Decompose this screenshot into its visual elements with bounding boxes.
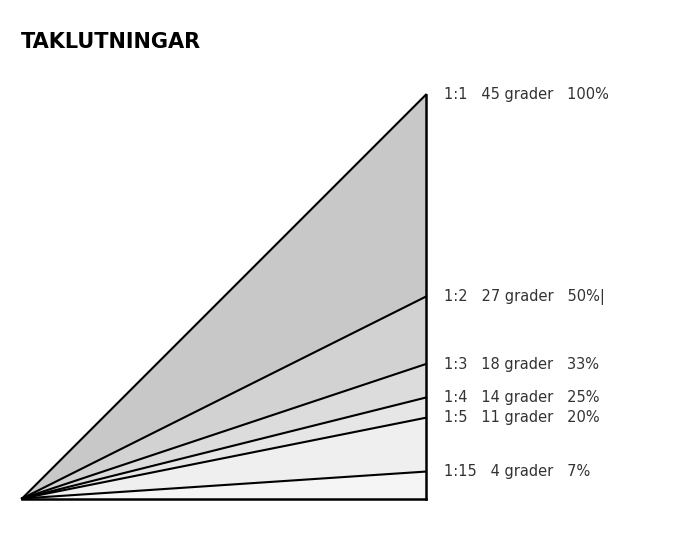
Text: 1:2   27 grader   50%|: 1:2 27 grader 50%| — [444, 288, 606, 305]
Text: TAKLUTNINGAR: TAKLUTNINGAR — [21, 32, 201, 52]
Text: 1:15   4 grader   7%: 1:15 4 grader 7% — [444, 464, 591, 479]
Polygon shape — [22, 364, 426, 499]
Polygon shape — [22, 95, 426, 499]
Text: 1:1   45 grader   100%: 1:1 45 grader 100% — [444, 87, 610, 102]
Polygon shape — [22, 398, 426, 499]
Polygon shape — [22, 296, 426, 499]
Polygon shape — [22, 417, 426, 499]
Text: 1:5   11 grader   20%: 1:5 11 grader 20% — [444, 410, 600, 425]
Text: 1:3   18 grader   33%: 1:3 18 grader 33% — [444, 357, 599, 372]
Text: 1:4   14 grader   25%: 1:4 14 grader 25% — [444, 390, 600, 405]
Polygon shape — [22, 472, 426, 499]
